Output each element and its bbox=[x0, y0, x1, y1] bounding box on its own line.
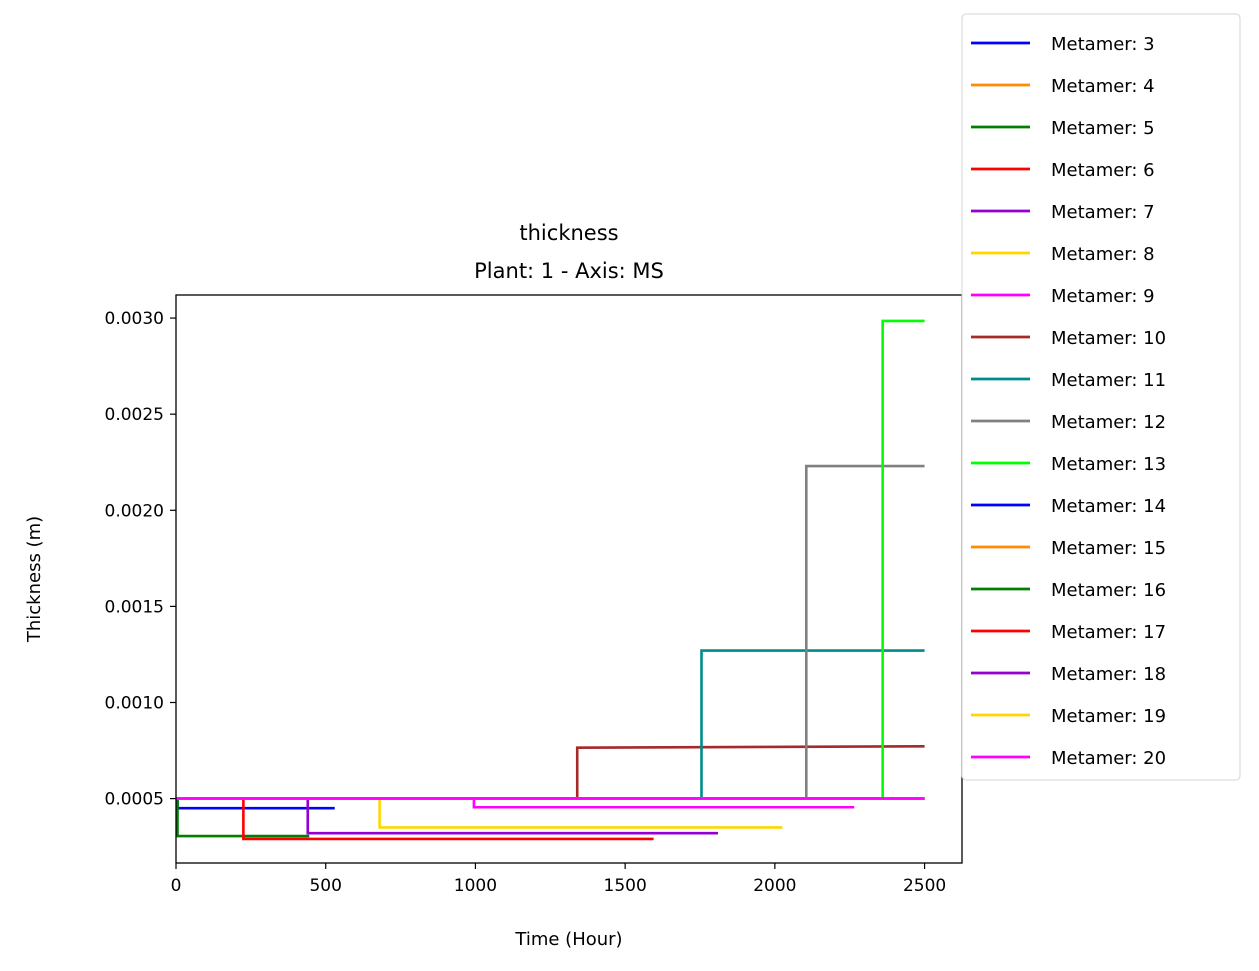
y-tick-label: 0.0010 bbox=[105, 693, 164, 713]
chart-title: thickness bbox=[519, 221, 618, 245]
y-tick-label: 0.0030 bbox=[105, 309, 164, 329]
x-tick-label: 1500 bbox=[604, 876, 647, 896]
legend-frame bbox=[961, 13, 1241, 781]
x-tick-label: 2000 bbox=[753, 876, 796, 896]
legend-label: Metamer: 3 bbox=[1051, 34, 1155, 55]
legend-label: Metamer: 12 bbox=[1051, 412, 1166, 433]
x-tick-label: 2500 bbox=[903, 876, 946, 896]
y-axis-label: Thickness (m) bbox=[24, 516, 45, 643]
legend-label: Metamer: 14 bbox=[1051, 496, 1166, 517]
legend-label: Metamer: 19 bbox=[1051, 706, 1166, 727]
x-tick-label: 0 bbox=[171, 876, 182, 896]
legend-label: Metamer: 10 bbox=[1051, 328, 1166, 349]
y-tick-label: 0.0005 bbox=[105, 790, 164, 810]
legend-label: Metamer: 9 bbox=[1051, 286, 1155, 307]
y-tick-label: 0.0025 bbox=[105, 405, 164, 425]
y-tick-label: 0.0015 bbox=[105, 597, 164, 617]
series-layer bbox=[176, 319, 925, 841]
legend-label: Metamer: 13 bbox=[1051, 454, 1166, 475]
legend-label: Metamer: 8 bbox=[1051, 244, 1155, 265]
legend-label: Metamer: 4 bbox=[1051, 76, 1155, 97]
legend-label: Metamer: 6 bbox=[1051, 160, 1155, 181]
legend-label: Metamer: 11 bbox=[1051, 370, 1166, 391]
x-axis: 0 500 1000 1500 2000 2500 bbox=[171, 863, 946, 896]
x-tick-label: 1000 bbox=[454, 876, 497, 896]
legend-label: Metamer: 18 bbox=[1051, 664, 1166, 685]
legend: Metamer: 3 Metamer: 4 Metamer: 5 Metamer: 6… bbox=[961, 13, 1241, 781]
chart-subtitle: Plant: 1 - Axis: MS bbox=[474, 259, 664, 283]
plot-area bbox=[176, 319, 925, 841]
legend-label: Metamer: 5 bbox=[1051, 118, 1155, 139]
legend-label: Metamer: 17 bbox=[1051, 622, 1166, 643]
x-axis-label: Time (Hour) bbox=[514, 929, 622, 950]
y-axis: 0.0005 0.0010 0.0015 0.0020 0.0025 0.0030 bbox=[105, 309, 176, 810]
legend-label: Metamer: 20 bbox=[1051, 748, 1166, 769]
legend-label: Metamer: 16 bbox=[1051, 580, 1166, 601]
legend-label: Metamer: 7 bbox=[1051, 202, 1155, 223]
legend-label: Metamer: 15 bbox=[1051, 538, 1166, 559]
y-tick-label: 0.0020 bbox=[105, 501, 164, 521]
x-tick-label: 500 bbox=[309, 876, 341, 896]
